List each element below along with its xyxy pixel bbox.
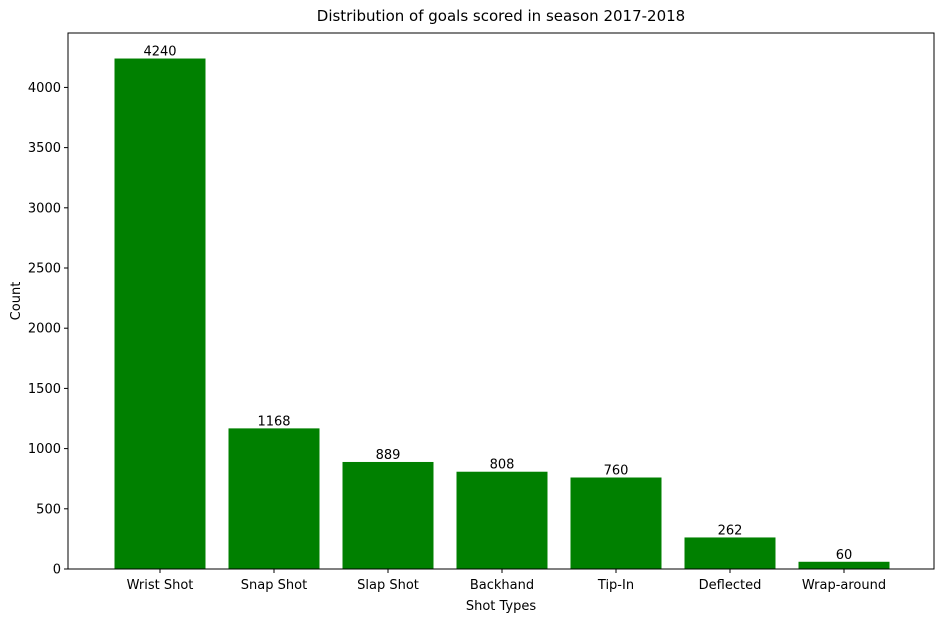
y-tick-label: 500: [36, 502, 61, 517]
data-label: 262: [718, 523, 743, 538]
data-label: 760: [604, 463, 629, 478]
y-tick-label: 2500: [28, 262, 61, 277]
data-label: 889: [376, 448, 401, 463]
y-tick-label: 0: [53, 563, 61, 578]
plot-frame: [67, 32, 935, 570]
x-axis-title: Shot Types: [466, 599, 537, 614]
bars-group: [114, 58, 890, 570]
x-tick-label: Deflected: [699, 578, 762, 593]
chart-title: Distribution of goals scored in season 2…: [317, 7, 685, 25]
y-axis-title: Count: [9, 282, 24, 321]
data-label: 4240: [143, 45, 176, 60]
y-tick-label: 1000: [28, 442, 61, 457]
y-tick-label: 1500: [28, 382, 61, 397]
bar-deflected: [684, 537, 776, 569]
data-label: 1168: [257, 414, 290, 429]
x-tick-label: Wrap-around: [802, 578, 886, 593]
bar-wrap-around: [798, 561, 890, 569]
x-tick-label: Backhand: [470, 578, 534, 593]
data-labels-group: 4240 1168 889 808 760 262 60: [143, 45, 852, 563]
x-tick-label: Snap Shot: [241, 578, 307, 593]
y-axis: 0 500 1000 1500 2000 2500 3000 3500 4000: [28, 81, 68, 578]
x-axis: Wrist Shot Snap Shot Slap Shot Backhand Tip-…: [127, 569, 886, 593]
y-tick-label: 4000: [28, 81, 61, 96]
y-tick-label: 2000: [28, 322, 61, 337]
x-tick-label: Slap Shot: [357, 578, 419, 593]
y-tick-label: 3000: [28, 201, 61, 216]
y-tick-label: 3500: [28, 141, 61, 156]
bar-backhand: [456, 471, 548, 569]
bar-tip-in: [570, 477, 662, 569]
x-tick-label: Tip-In: [597, 578, 634, 593]
data-label: 808: [490, 458, 515, 473]
bar-wrist-shot: [114, 58, 206, 570]
bar-snap-shot: [228, 428, 320, 569]
x-tick-label: Wrist Shot: [127, 578, 194, 593]
bar-slap-shot: [342, 461, 434, 569]
data-label: 60: [836, 548, 853, 563]
